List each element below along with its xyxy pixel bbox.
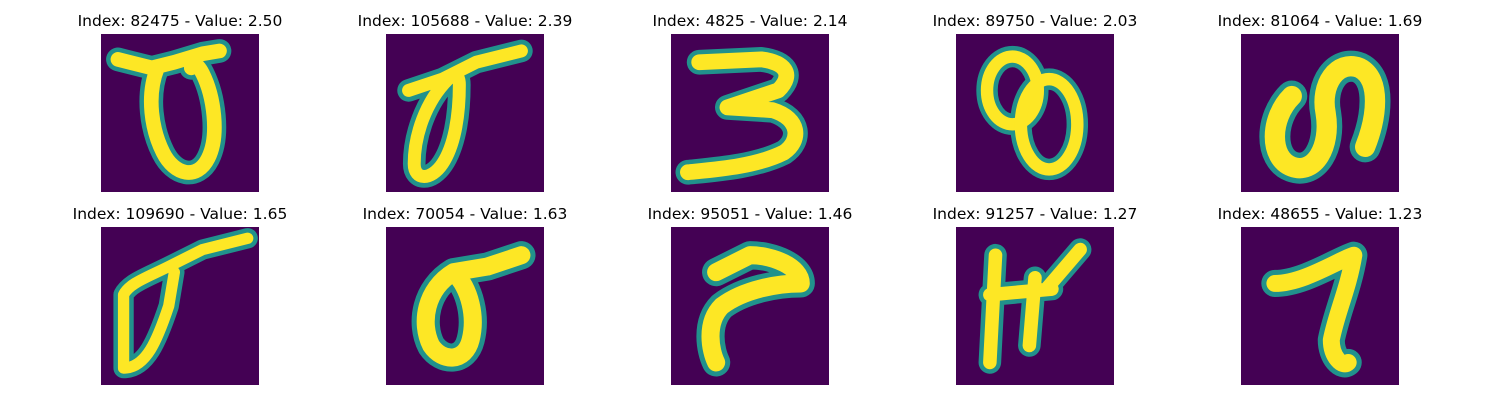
grid-cell: Index: 105688 - Value: 2.39 bbox=[335, 12, 595, 202]
grid-cell: Index: 48655 - Value: 1.23 bbox=[1190, 205, 1450, 395]
grid-cell: Index: 91257 - Value: 1.27 bbox=[905, 205, 1165, 395]
handwritten-glyph-image bbox=[101, 34, 259, 192]
handwritten-glyph-image bbox=[956, 227, 1114, 385]
grid-cell: Index: 70054 - Value: 1.63 bbox=[335, 205, 595, 395]
handwritten-glyph-image bbox=[671, 34, 829, 192]
grid-cell: Index: 109690 - Value: 1.65 bbox=[50, 205, 310, 395]
grid-cell: Index: 81064 - Value: 1.69 bbox=[1190, 12, 1450, 202]
image-title: Index: 4825 - Value: 2.14 bbox=[652, 12, 848, 30]
grid-cell: Index: 4825 - Value: 2.14 bbox=[620, 12, 880, 202]
image-title: Index: 91257 - Value: 1.27 bbox=[932, 205, 1138, 223]
handwritten-glyph-image bbox=[386, 227, 544, 385]
image-title: Index: 109690 - Value: 1.65 bbox=[72, 205, 288, 223]
grid-cell: Index: 89750 - Value: 2.03 bbox=[905, 12, 1165, 202]
handwritten-glyph-image bbox=[386, 34, 544, 192]
image-title: Index: 48655 - Value: 1.23 bbox=[1217, 205, 1423, 223]
image-title: Index: 89750 - Value: 2.03 bbox=[932, 12, 1138, 30]
handwritten-glyph-image bbox=[1241, 227, 1399, 385]
handwritten-glyph-image bbox=[956, 34, 1114, 192]
image-title: Index: 105688 - Value: 2.39 bbox=[357, 12, 573, 30]
handwritten-glyph-image bbox=[101, 227, 259, 385]
image-title: Index: 82475 - Value: 2.50 bbox=[77, 12, 283, 30]
image-title: Index: 70054 - Value: 1.63 bbox=[362, 205, 568, 223]
image-title: Index: 81064 - Value: 1.69 bbox=[1217, 12, 1423, 30]
handwritten-glyph-image bbox=[1241, 34, 1399, 192]
handwritten-glyph-image bbox=[671, 227, 829, 385]
grid-cell: Index: 82475 - Value: 2.50 bbox=[50, 12, 310, 202]
image-title: Index: 95051 - Value: 1.46 bbox=[647, 205, 853, 223]
grid-cell: Index: 95051 - Value: 1.46 bbox=[620, 205, 880, 395]
